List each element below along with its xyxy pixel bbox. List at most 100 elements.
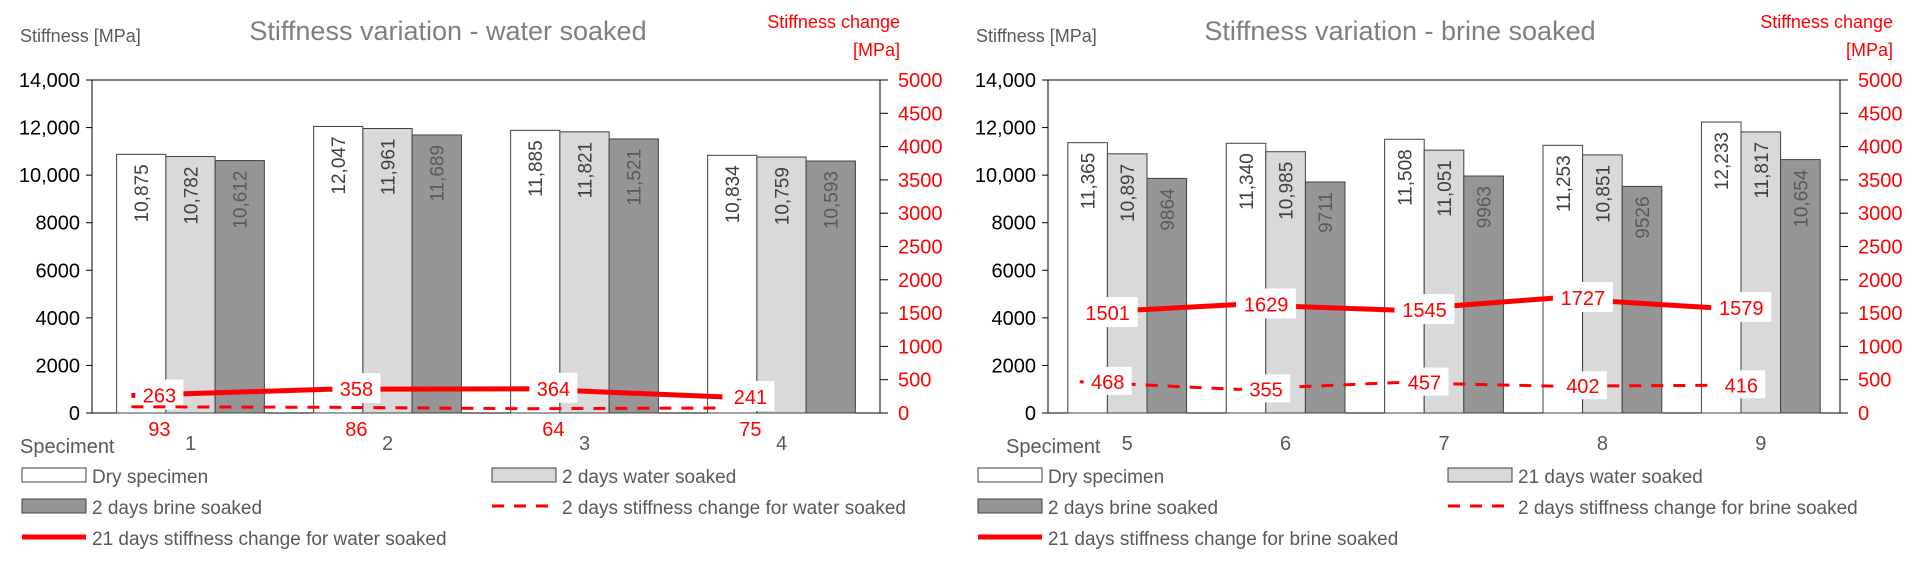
line-data-label: 416	[1725, 375, 1758, 397]
bar	[411, 134, 462, 414]
y-tick-label: 12,000	[19, 118, 80, 140]
bar	[165, 156, 216, 414]
line-2-days-change	[1079, 380, 1714, 391]
x-tick-label: 9	[1755, 433, 1766, 455]
y2-axis-label-line1: Stiffness change	[1760, 12, 1893, 32]
bar-data-label: 11,521	[625, 149, 646, 206]
line-data-label: 93	[148, 419, 170, 441]
bar-data-label: 9864	[1158, 188, 1179, 231]
line-data-label: 263	[143, 385, 176, 407]
y2-tick-label: 4500	[898, 103, 943, 125]
bar	[1265, 151, 1306, 414]
legend-label: 2 days stiffness change for water soaked	[562, 498, 906, 519]
bar-data-label: 10,834	[723, 165, 744, 224]
bar-data-label: 11,817	[1752, 142, 1773, 199]
bar	[1780, 159, 1821, 414]
bar-data-label: 9711	[1316, 192, 1337, 233]
bar-data-label: 11,340	[1237, 153, 1258, 210]
legend-item: Dry specimen	[21, 467, 208, 488]
bar-data-label: 10,612	[231, 171, 252, 229]
legend-label: Dry specimen	[1048, 467, 1164, 488]
bar	[1463, 175, 1504, 414]
line-label-box	[529, 372, 578, 403]
bar-data-label: 10,851	[1593, 165, 1614, 223]
x-axis-label: Speciment	[1006, 436, 1101, 458]
y-tick-label: 0	[69, 403, 80, 425]
x-tick-label: 3	[579, 433, 590, 455]
bar	[1700, 121, 1742, 414]
bar-data-label: 10,985	[1277, 162, 1298, 220]
y2-tick-label: 500	[898, 370, 931, 392]
bar-data-label: 10,759	[773, 167, 794, 225]
line-label-box	[1717, 370, 1766, 399]
bar-data-label: 11,821	[576, 142, 597, 199]
line-label-box	[141, 414, 178, 442]
line-data-label: 457	[1408, 373, 1441, 395]
y2-tick-label: 3500	[898, 170, 943, 192]
y-tick-label: 4000	[992, 308, 1037, 330]
line-data-label: 241	[734, 387, 767, 409]
bar-data-label: 11,961	[379, 138, 400, 195]
bar	[1225, 142, 1267, 414]
line-label-box	[1242, 374, 1291, 403]
bar-data-label: 10,593	[822, 171, 843, 229]
bar-data-label: 10,654	[1791, 169, 1812, 228]
chart-title: Stiffness variation - water soaked	[249, 16, 646, 46]
bar-data-label: 12,233	[1712, 132, 1733, 190]
line-label-box	[332, 373, 381, 404]
bar	[510, 129, 561, 414]
y2-tick-label: 2000	[898, 270, 943, 292]
y2-tick-label: 4000	[1858, 137, 1903, 159]
y2-tick-label: 3000	[898, 203, 943, 225]
y2-tick-label: 5000	[1858, 70, 1903, 92]
line-label-box	[726, 380, 775, 411]
line-data-label: 364	[537, 379, 570, 401]
bar	[116, 153, 167, 414]
y-tick-label: 14,000	[975, 70, 1036, 92]
line-label-box	[1077, 297, 1138, 328]
bar-data-label: 12,047	[329, 136, 350, 194]
x-tick-label: 6	[1280, 433, 1291, 455]
x-axis-label: Speciment	[20, 436, 115, 458]
y2-tick-label: 2500	[1858, 237, 1903, 259]
chart-title: Stiffness variation - brine soaked	[1204, 16, 1595, 46]
legend-item: Dry specimen	[977, 467, 1164, 488]
y-tick-label: 4000	[36, 308, 81, 330]
bar	[1740, 131, 1782, 414]
bar	[214, 160, 265, 414]
y-axis-label: Stiffness [MPa]	[20, 26, 141, 46]
legend-item: 21 days stiffness change for brine soake…	[978, 529, 1398, 550]
line-label-box	[1236, 288, 1297, 319]
y2-tick-label: 1500	[898, 303, 943, 325]
legend-swatch	[491, 467, 557, 483]
line-label-box	[1394, 294, 1455, 325]
line-2-days-change	[131, 405, 723, 411]
y2-tick-label: 4000	[898, 137, 943, 159]
bar	[1621, 185, 1663, 414]
legend-item: 2 days brine soaked	[977, 498, 1218, 519]
line-data-label: 64	[542, 419, 564, 441]
bar-data-label: 11,051	[1435, 160, 1456, 217]
line-label-box	[1400, 367, 1449, 396]
bar-data-label: 10,782	[182, 167, 203, 225]
bar-data-label: 10,897	[1118, 164, 1139, 222]
y-tick-label: 2000	[992, 355, 1037, 377]
y-tick-label: 0	[1025, 403, 1036, 425]
bar	[1304, 181, 1346, 414]
line-label-box	[135, 379, 184, 410]
x-tick-label: 7	[1438, 433, 1449, 455]
y-tick-label: 12,000	[975, 118, 1036, 140]
y-tick-label: 2000	[36, 355, 81, 377]
legend-item: 2 days brine soaked	[21, 498, 262, 519]
bar	[1384, 138, 1425, 414]
legend-item: 21 days water soaked	[1447, 467, 1703, 488]
line-data-label: 1727	[1561, 288, 1606, 310]
bar-data-label: 9963	[1475, 186, 1496, 228]
y-axis-label: Stiffness [MPa]	[976, 26, 1097, 46]
y2-tick-label: 1000	[898, 336, 943, 358]
line-21-days-change	[131, 386, 723, 400]
bar	[756, 156, 807, 414]
line-data-label: 1579	[1719, 298, 1764, 320]
